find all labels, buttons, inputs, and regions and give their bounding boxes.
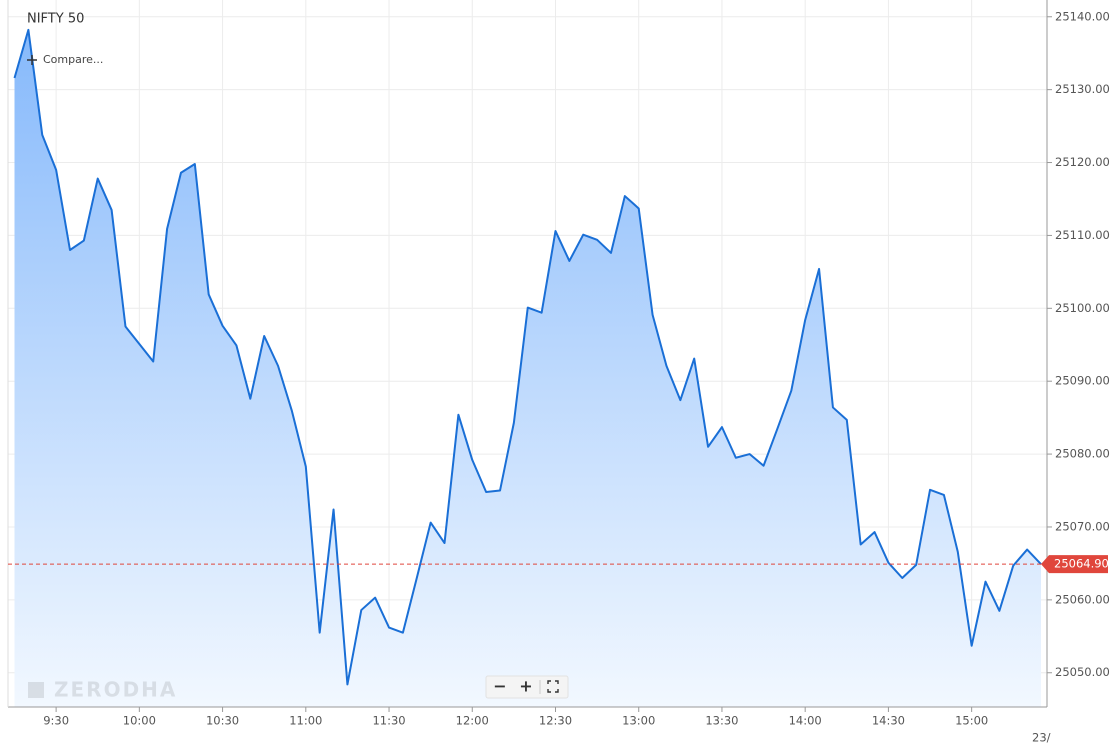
y-tick-label: 25120.00 — [1055, 155, 1110, 169]
last-price-badge — [1041, 555, 1108, 574]
x-tick-label: 11:30 — [372, 714, 405, 728]
y-tick-label: 25080.00 — [1055, 447, 1110, 461]
y-tick-label: 25090.00 — [1055, 374, 1110, 388]
zoom-controls: − + — [485, 675, 569, 699]
compare-label[interactable]: Compare... — [43, 53, 103, 66]
x-tick-label: 9:30 — [43, 714, 69, 728]
plot — [13, 28, 1042, 708]
chart-title: NIFTY 50 — [27, 12, 84, 27]
line — [13, 28, 1042, 686]
x-tick-label: 11:00 — [289, 714, 322, 728]
fullscreen-button[interactable] — [547, 680, 559, 693]
x-tick-label: 12:00 — [456, 714, 489, 728]
zoom-out[interactable]: − — [493, 677, 506, 696]
y-tick-label: 25130.00 — [1055, 82, 1110, 96]
y-tick-label: 25050.00 — [1055, 665, 1110, 679]
y-tick-label: 25100.00 — [1055, 301, 1110, 315]
y-tick-label: 25110.00 — [1055, 228, 1110, 242]
x-tick-label: 10:30 — [206, 714, 239, 728]
last-price-label: 25064.90 — [1054, 557, 1109, 571]
y-tick-label: 25070.00 — [1055, 519, 1110, 533]
date-edge-label: 23/ — [1032, 731, 1051, 745]
x-tick-label: 14:30 — [872, 714, 905, 728]
y-tick-label: 25140.00 — [1055, 9, 1110, 23]
zoom-in[interactable]: + — [519, 677, 532, 696]
watermark-text: ZERODHA — [54, 678, 177, 702]
compare-button[interactable]: Compare... — [27, 53, 103, 66]
watermark: ZERODHA — [28, 678, 177, 702]
x-tick-label: 14:00 — [789, 714, 822, 728]
x-tick-label: 13:00 — [622, 714, 655, 728]
x-tick-label: 10:00 — [123, 714, 156, 728]
x-tick-label: 15:00 — [955, 714, 988, 728]
area — [14, 29, 1041, 708]
x-tick-label: 12:30 — [539, 714, 572, 728]
y-tick-label: 25060.00 — [1055, 592, 1110, 606]
x-tick-label: 13:30 — [705, 714, 738, 728]
